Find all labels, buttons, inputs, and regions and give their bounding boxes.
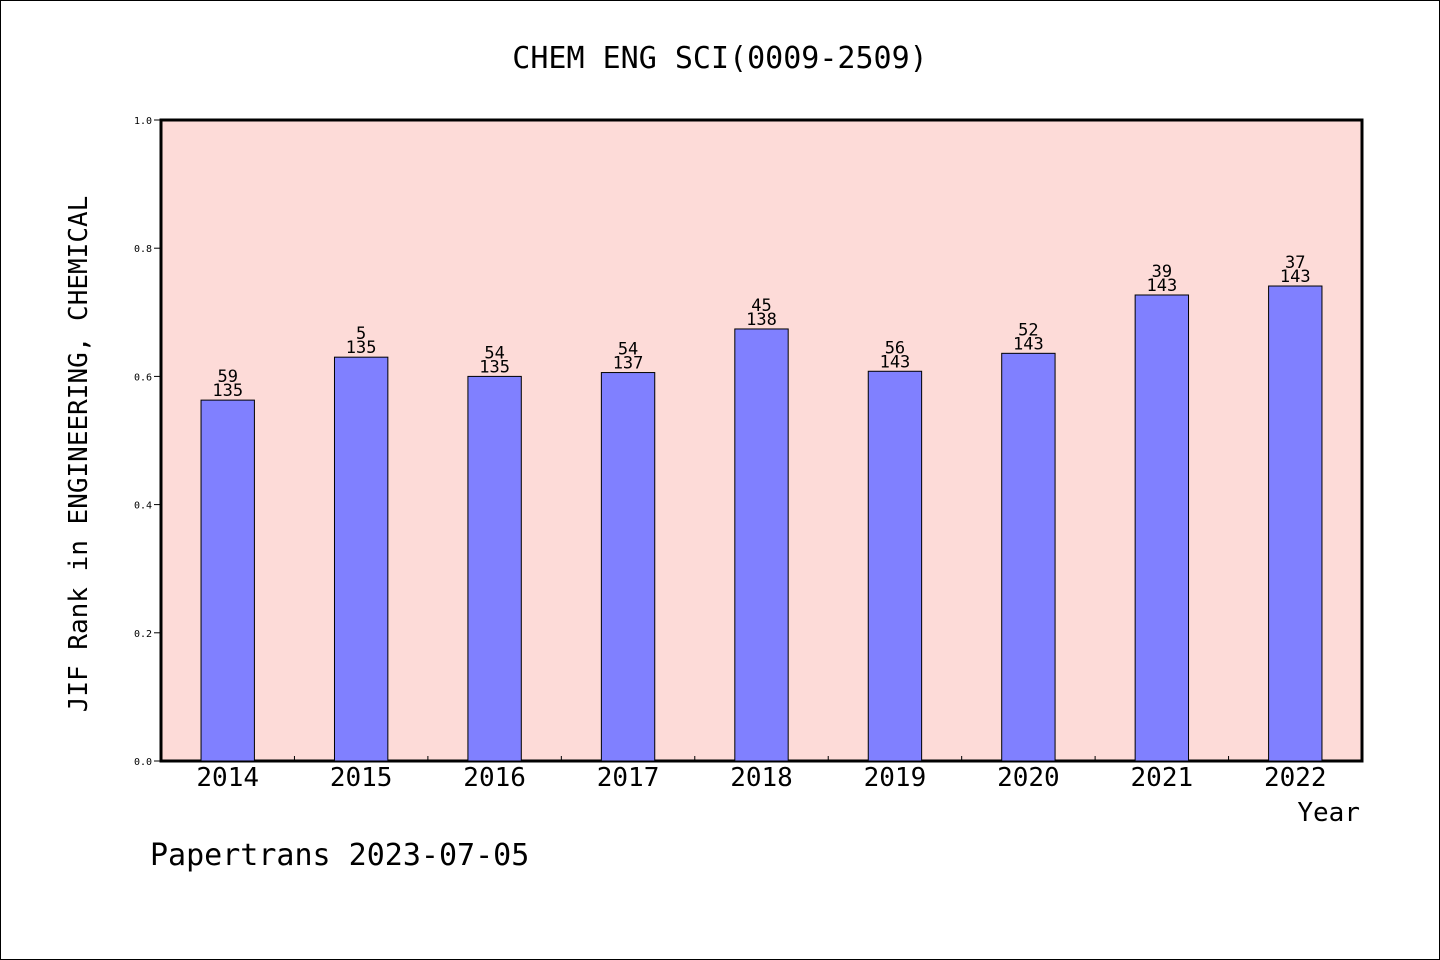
- bar-2018: [734, 328, 789, 762]
- total-label-2017: 137: [613, 354, 644, 374]
- total-label-2022: 143: [1280, 267, 1311, 287]
- bar-2017: [600, 372, 656, 762]
- rank-label-2016: 54: [484, 343, 504, 363]
- bar-2021: [1134, 294, 1190, 762]
- x-tick-label-2014: 2014: [196, 763, 259, 793]
- x-tick-label-2022: 2022: [1264, 763, 1327, 793]
- total-label-2019: 143: [880, 352, 911, 372]
- rank-label-2021: 39: [1152, 262, 1172, 282]
- x-tick-label-2015: 2015: [330, 763, 393, 793]
- rank-label-2022: 37: [1285, 253, 1305, 273]
- total-label-2020: 143: [1013, 334, 1044, 354]
- rank-label-2018: 45: [751, 296, 771, 316]
- rank-label-2017: 54: [618, 340, 638, 360]
- total-label-2015: 135: [346, 338, 377, 358]
- x-tick-label-2018: 2018: [730, 763, 793, 793]
- x-tick-label-2020: 2020: [997, 763, 1060, 793]
- total-label-2016: 135: [479, 357, 510, 377]
- bar-2022: [1268, 285, 1323, 762]
- y-axis-label: JIF Rank in ENGINEERING, CHEMICAL: [64, 196, 94, 713]
- rank-label-2019: 56: [885, 338, 905, 358]
- footer-text: Papertrans 2023-07-05: [150, 838, 529, 873]
- x-tick-label-2017: 2017: [597, 763, 660, 793]
- rank-label-2020: 52: [1018, 320, 1038, 340]
- total-label-2021: 143: [1146, 276, 1177, 296]
- total-label-2014: 135: [212, 381, 243, 401]
- y-tick-label: 0.8: [134, 244, 152, 255]
- x-axis-label: Year: [1297, 798, 1360, 828]
- bar-2015: [333, 356, 389, 762]
- rank-label-2015: 5: [356, 324, 366, 344]
- total-label-2018: 138: [746, 310, 777, 330]
- bar-2014: [200, 399, 255, 762]
- y-tick-label: 0.6: [134, 372, 152, 383]
- x-tick-label-2021: 2021: [1131, 763, 1194, 793]
- rank-label-2014: 59: [217, 367, 237, 387]
- x-tick-label-2016: 2016: [463, 763, 526, 793]
- chart-title: CHEM ENG SCI(0009-2509): [512, 41, 927, 76]
- bar-2016: [467, 375, 522, 762]
- y-tick-label: 0.2: [134, 629, 152, 640]
- y-tick-label: 0.4: [134, 501, 152, 512]
- y-tick-label: 0.0: [134, 757, 152, 768]
- bar-2020: [1001, 352, 1056, 762]
- x-tick-label-2019: 2019: [864, 763, 927, 793]
- y-tick-label: 1.0: [134, 116, 152, 127]
- bar-2019: [867, 370, 923, 762]
